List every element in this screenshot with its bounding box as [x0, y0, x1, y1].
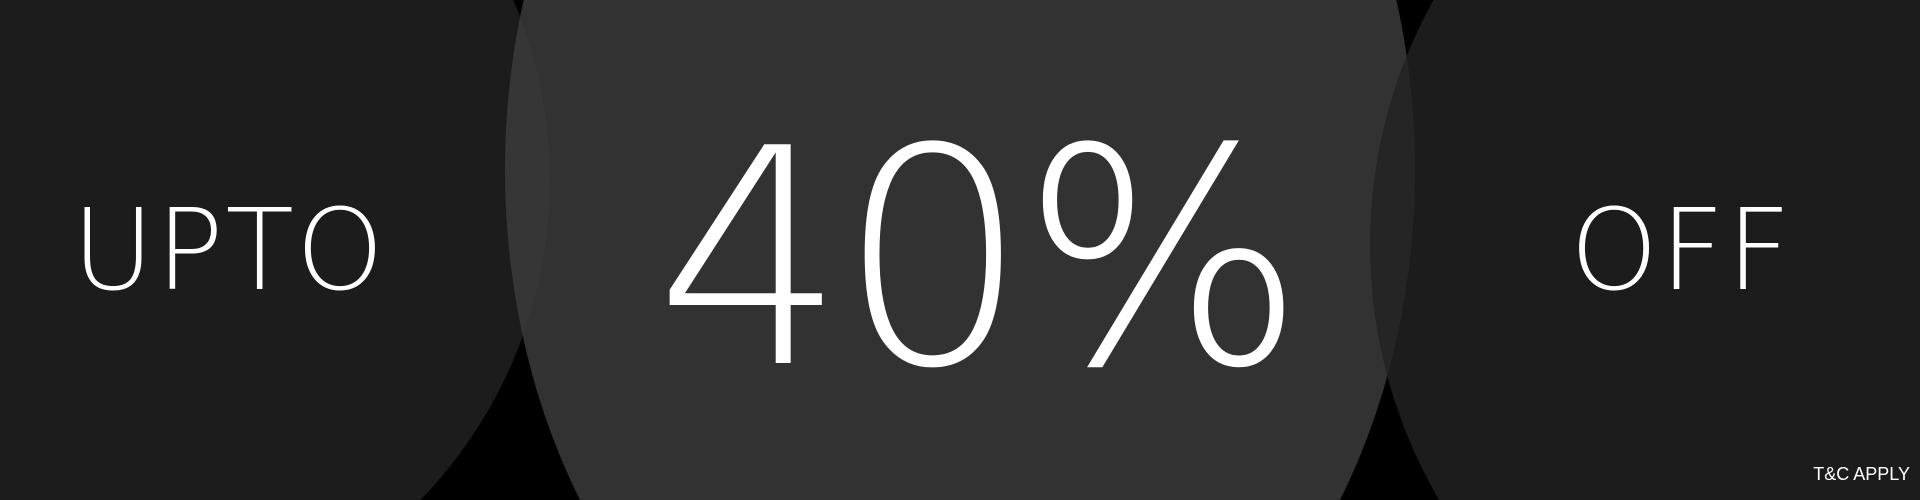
left-circle-shape — [0, 0, 550, 500]
upto-label: UPTO — [72, 186, 387, 316]
center-circle-shape — [505, 0, 1415, 500]
off-label: OFF — [1570, 186, 1793, 316]
right-circle-shape — [1370, 0, 1920, 500]
terms-and-conditions-label: T&C APPLY — [1813, 464, 1910, 484]
discount-percentage: 40% — [655, 85, 1306, 434]
